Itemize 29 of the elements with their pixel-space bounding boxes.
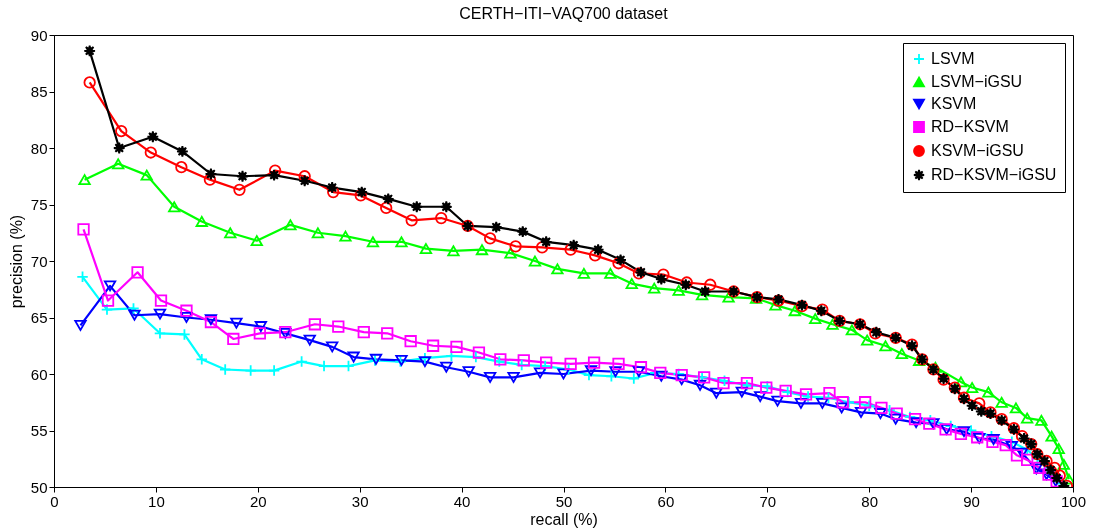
y-tick-label: 65 [30,309,48,326]
y-tick-label: 55 [30,422,48,439]
legend-label: RD−KSVM−iGSU [931,166,1057,183]
y-tick-label: 85 [30,83,48,100]
x-tick-label: 30 [351,492,369,510]
x-tick-label: 10 [148,492,165,510]
x-tick-label: 70 [759,492,777,510]
x-tick-label: 100 [1060,492,1087,510]
x-tick-label: 50 [555,492,573,510]
y-tick-label: 70 [30,252,48,270]
y-tick-label: 50 [30,478,48,496]
chart-title: CERTH−ITI−VAQ700 dataset [459,5,669,22]
legend-label: LSVM−iGSU [931,73,1023,90]
legend-label: LSVM [931,50,975,67]
y-tick-label: 80 [30,139,48,157]
y-tick-label: 75 [30,196,48,213]
x-tick-label: 80 [861,492,879,510]
legend-label: KSVM−iGSU [931,142,1024,159]
x-axis-title: recall (%) [530,510,598,528]
legend-label: KSVM [931,95,977,112]
x-tick-label: 60 [657,492,675,510]
y-tick-label: 90 [30,26,48,44]
x-tick-label: 0 [50,492,59,510]
legend-label: RD−KSVM [931,118,1009,135]
y-axis-title: precision (%) [7,214,25,309]
x-tick-label: 90 [963,492,980,510]
y-tick-label: 60 [30,365,48,383]
x-tick-label: 20 [249,492,267,510]
x-tick-label: 40 [453,492,471,510]
